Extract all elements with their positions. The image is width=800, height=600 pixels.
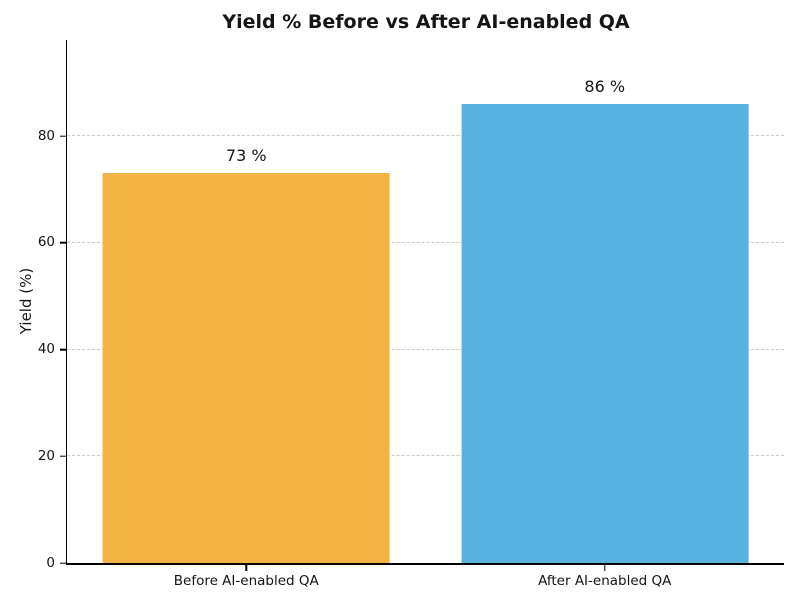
y-tick-label: 0 (46, 554, 55, 571)
bar-after (461, 104, 749, 563)
y-gridline (67, 455, 784, 457)
x-tick-mark (604, 564, 606, 571)
x-tick-label: Before AI-enabled QA (173, 573, 319, 589)
plot-area: 0 20 40 60 80 73 % Before AI-enabled QA 86 % Aft… (38, 40, 784, 588)
y-axis-line (65, 40, 67, 565)
y-tick-label: 80 (37, 127, 55, 144)
y-tick-mark (59, 242, 66, 244)
y-gridline (67, 135, 784, 137)
x-tick-mark (245, 564, 247, 571)
x-axis-line (65, 563, 784, 565)
x-tick-label: After AI-enabled QA (538, 573, 672, 589)
y-tick-mark (59, 455, 66, 457)
y-axis-label: Yield (%) (17, 267, 35, 335)
y-tick-label: 40 (37, 340, 55, 357)
y-tick-mark (59, 135, 66, 137)
y-tick-mark (59, 562, 66, 564)
bar-before (102, 173, 390, 563)
bar-value-label: 86 % (584, 77, 626, 97)
chart-title: Yield % Before vs After AI-enabled QA (222, 11, 630, 33)
bar-value-label: 73 % (225, 146, 267, 166)
y-gridline (67, 241, 784, 243)
y-gridline (67, 348, 784, 350)
y-tick-label: 60 (37, 234, 55, 251)
y-tick-label: 20 (37, 447, 55, 464)
y-tick-mark (59, 348, 66, 351)
